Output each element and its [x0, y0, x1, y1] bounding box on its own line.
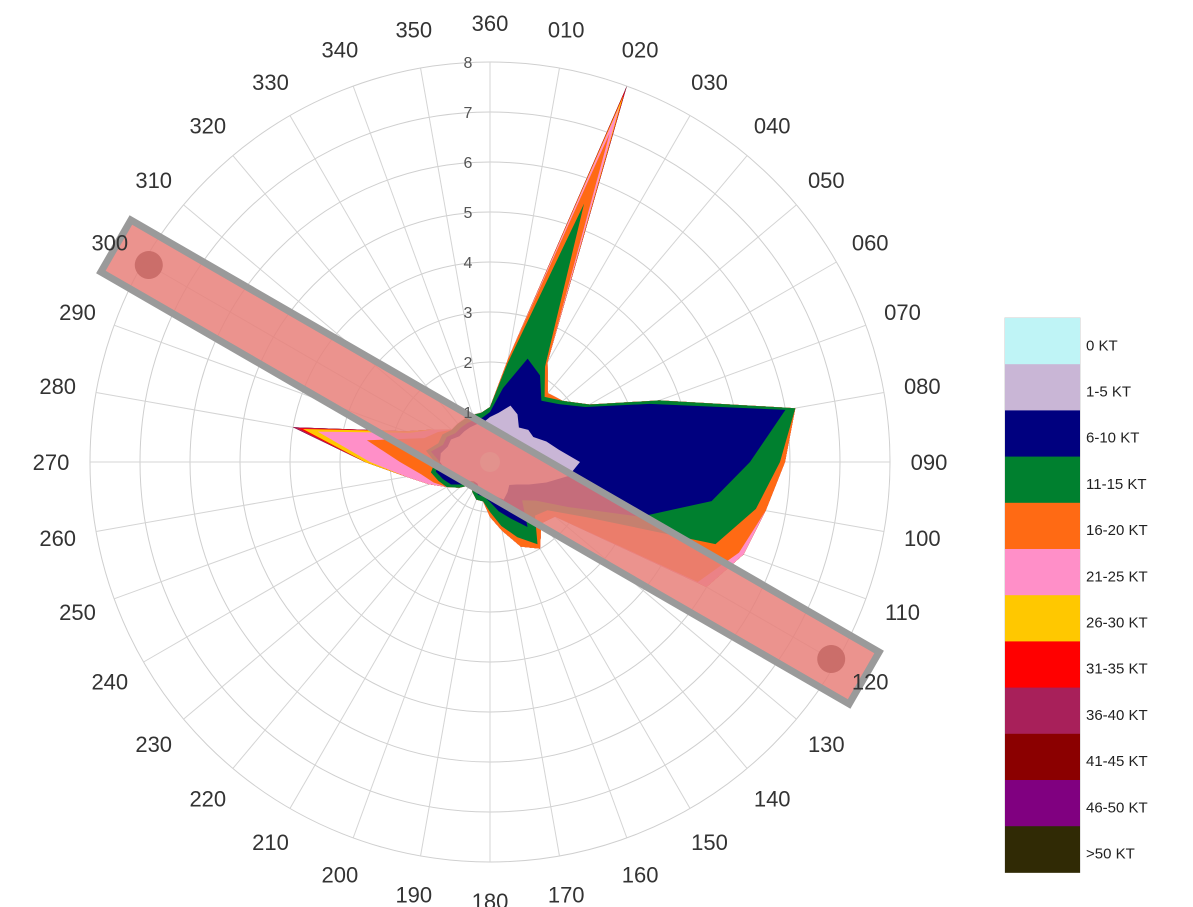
legend-swatch-6-10-kt	[1005, 410, 1080, 457]
grid-spoke-210	[289, 461, 491, 809]
direction-label-330: 330	[252, 70, 289, 95]
direction-label-340: 340	[322, 38, 359, 63]
direction-label-010: 010	[548, 18, 585, 43]
legend-swatch-46-50-kt	[1005, 780, 1080, 827]
direction-label-320: 320	[189, 114, 226, 139]
ring-label-6: 6	[464, 155, 473, 172]
direction-label-120: 120	[852, 670, 889, 695]
axis-labels: 360 010 020 030 040 050 060 070 080 090 100 110 120 1…	[33, 11, 948, 907]
legend-swatch-16-20-kt	[1005, 502, 1080, 550]
direction-label-240: 240	[91, 670, 128, 695]
legend-label-6-10-kt: 6-10 KT	[1086, 430, 1139, 447]
direction-label-150: 150	[691, 830, 728, 855]
direction-label-040: 040	[754, 114, 791, 139]
direction-label-080: 080	[904, 374, 941, 399]
ring-label-2: 2	[464, 355, 473, 372]
direction-label-360: 360	[472, 11, 509, 36]
direction-label-130: 130	[808, 732, 845, 757]
runway-end-marker-300	[134, 251, 163, 279]
direction-label-230: 230	[135, 732, 172, 757]
legend-label-16-20-kt: 16-20 KT	[1086, 522, 1148, 539]
ring-label-8: 8	[464, 55, 473, 72]
direction-label-180: 180	[472, 889, 509, 907]
direction-label-100: 100	[904, 526, 941, 551]
direction-label-310: 310	[135, 168, 172, 193]
runway-band	[96, 215, 884, 709]
grid-spoke-190	[420, 461, 491, 857]
direction-label-020: 020	[622, 38, 659, 63]
grid-spoke-240	[143, 461, 491, 663]
legend-label-11-15-kt: 11-15 KT	[1086, 476, 1147, 493]
grid-spoke-200	[352, 461, 491, 839]
direction-label-270: 270	[33, 450, 70, 475]
legend-swatch-31-35-kt	[1005, 641, 1080, 688]
legend-label-1-5-kt: 1-5 KT	[1086, 384, 1131, 401]
legend-swatch--50-kt	[1005, 826, 1080, 873]
legend-label--50-kt: >50 KT	[1086, 846, 1135, 863]
direction-label-220: 220	[189, 786, 226, 811]
runway-rect	[96, 215, 884, 709]
legend-label-31-35-kt: 31-35 KT	[1086, 661, 1148, 678]
runway-end-marker-120	[817, 645, 846, 673]
legend-label-36-40-kt: 36-40 KT	[1086, 707, 1148, 724]
legend-swatch-1-5-kt	[1005, 364, 1080, 411]
direction-label-250: 250	[59, 600, 96, 625]
grid-spoke-230	[183, 461, 491, 720]
ring-label-1: 1	[464, 405, 473, 422]
direction-label-300: 300	[91, 231, 128, 256]
direction-label-110: 110	[885, 600, 920, 625]
direction-label-280: 280	[39, 374, 76, 399]
legend-label-26-30-kt: 26-30 KT	[1086, 615, 1148, 632]
legend-label-41-45-kt: 41-45 KT	[1086, 753, 1148, 770]
runway-overlay	[96, 215, 884, 709]
direction-label-030: 030	[691, 70, 728, 95]
legend-swatch-11-15-kt	[1005, 456, 1080, 504]
legend-swatch-41-45-kt	[1005, 733, 1080, 781]
direction-label-350: 350	[395, 18, 432, 43]
ring-label-7: 7	[464, 105, 473, 122]
grid-spoke-250	[113, 461, 491, 600]
ring-label-4: 4	[464, 255, 473, 272]
direction-label-140: 140	[754, 786, 791, 811]
direction-label-210: 210	[252, 830, 289, 855]
grid-spoke-340	[352, 85, 491, 463]
legend-swatch-21-25-kt	[1005, 549, 1080, 596]
direction-label-170: 170	[548, 882, 585, 907]
direction-label-050: 050	[808, 168, 845, 193]
legend: 0 KT 1-5 KT 6-10 KT 11-15 KT 16-20 KT 21-25 K…	[1004, 317, 1148, 873]
legend-swatch-26-30-kt	[1005, 595, 1080, 642]
direction-label-160: 160	[622, 863, 659, 888]
direction-label-070: 070	[884, 300, 921, 325]
direction-label-290: 290	[59, 300, 96, 325]
ring-label-3: 3	[464, 305, 473, 322]
legend-swatch-36-40-kt	[1005, 687, 1080, 735]
direction-label-190: 190	[395, 882, 432, 907]
direction-label-060: 060	[852, 231, 889, 256]
grid-spoke-350	[420, 67, 491, 463]
legend-label-21-25-kt: 21-25 KT	[1086, 568, 1148, 585]
grid-spoke-220	[232, 461, 491, 769]
direction-label-090: 090	[911, 450, 948, 475]
direction-label-260: 260	[39, 526, 76, 551]
legend-swatch-0-kt	[1005, 318, 1080, 365]
legend-label-0-kt: 0 KT	[1086, 337, 1118, 354]
ring-label-5: 5	[464, 205, 473, 222]
legend-label-46-50-kt: 46-50 KT	[1086, 799, 1148, 816]
direction-label-200: 200	[322, 863, 359, 888]
